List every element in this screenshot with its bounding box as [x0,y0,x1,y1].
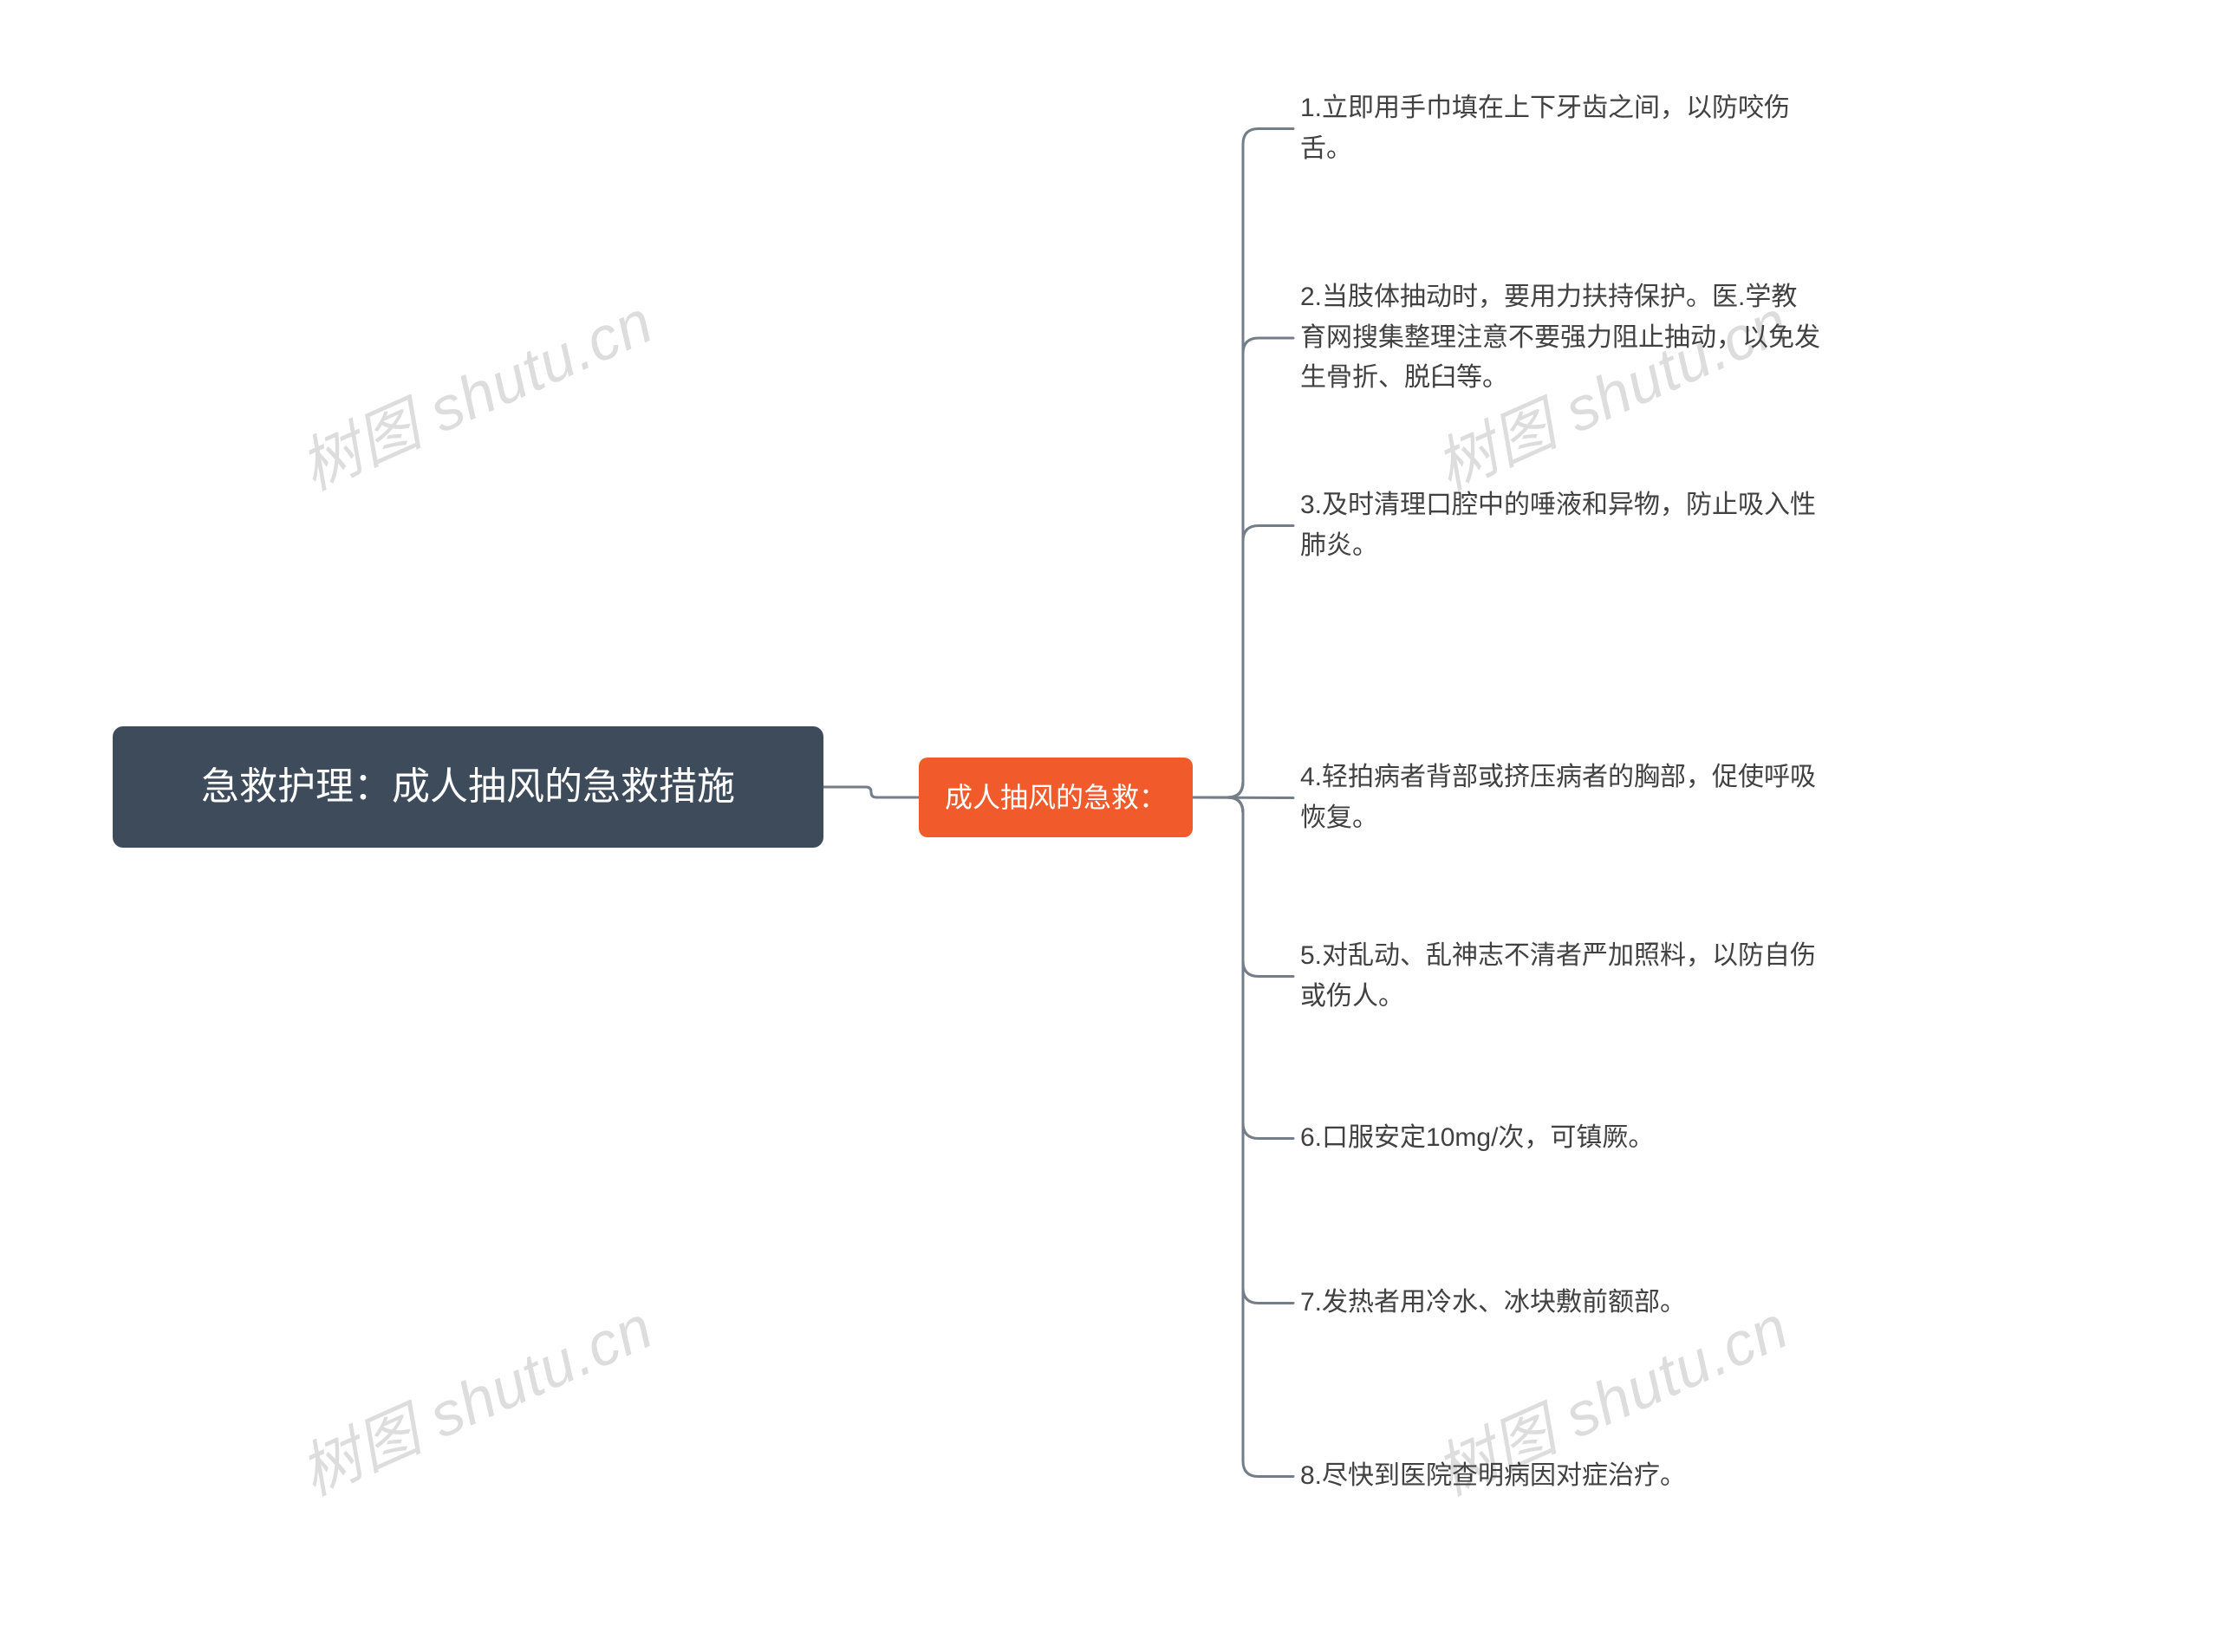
mindmap-canvas: 树图 shutu.cn 树图 shutu.cn 树图 shutu.cn 树图 s… [0,0,2219,1652]
leaf-node[interactable]: 7.发热者用冷水、冰块敷前额部。 [1300,1283,1820,1324]
watermark: 树图 shutu.cn [284,1279,665,1512]
leaf-node[interactable]: 2.当肢体抽动时，要用力扶持保护。医.学教育网搜集整理注意不要强力阻止抽动，以免… [1300,277,1820,399]
leaf-node[interactable]: 6.口服安定10mg/次，可镇厥。 [1300,1118,1820,1159]
leaf-node[interactable]: 5.对乱动、乱神志不清者严加照料，以防自伤或伤人。 [1300,936,1820,1017]
leaf-node[interactable]: 4.轻拍病者背部或挤压病者的胸部，促使呼吸恢复。 [1300,758,1820,838]
leaf-node[interactable]: 8.尽快到医院查明病因对症治疗。 [1300,1456,1820,1497]
leaf-node[interactable]: 3.及时清理口腔中的唾液和异物，防止吸入性肺炎。 [1300,485,1820,566]
leaf-node[interactable]: 1.立即用手巾填在上下牙齿之间，以防咬伤舌。 [1300,88,1820,169]
watermark: 树图 shutu.cn [284,274,665,507]
sub-node[interactable]: 成人抽风的急救： [919,758,1193,837]
root-node[interactable]: 急救护理：成人抽风的急救措施 [113,726,823,848]
